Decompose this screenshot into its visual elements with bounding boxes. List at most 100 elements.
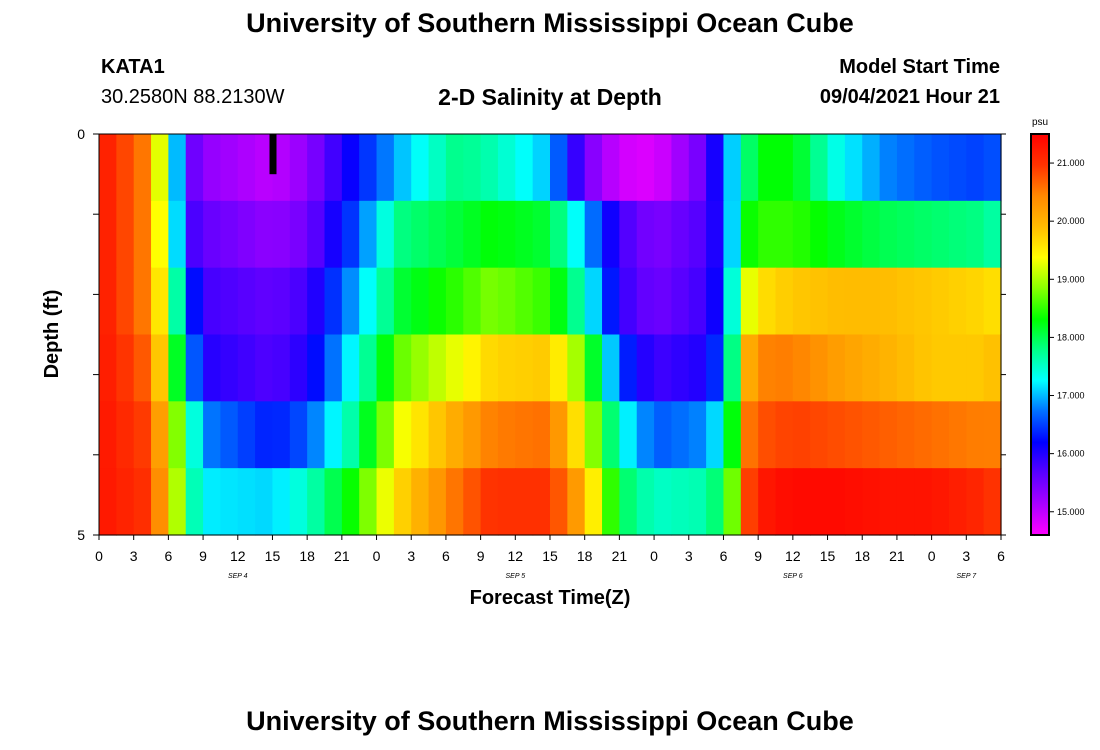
heatmap-cell	[393, 200, 412, 269]
heatmap-cell	[706, 468, 725, 536]
heatmap-cell	[654, 468, 673, 536]
heatmap-cell	[411, 200, 430, 269]
heatmap-cell	[411, 134, 430, 202]
heatmap-cell	[931, 401, 950, 469]
current-time-marker	[269, 134, 277, 175]
colorbar-tick-label: 16.000	[1057, 449, 1085, 459]
heatmap-cell	[775, 468, 794, 536]
heatmap-cell	[706, 401, 725, 469]
heatmap-cell	[99, 468, 117, 536]
heatmap-cell	[636, 401, 655, 469]
day-label: SEP 4	[228, 573, 248, 580]
heatmap-cell	[99, 267, 117, 336]
heatmap-cell	[862, 134, 881, 202]
x-tick-label: 18	[577, 548, 593, 564]
heatmap-cell	[567, 401, 586, 469]
heatmap-cell	[983, 134, 1002, 202]
heatmap-cell	[411, 401, 430, 469]
heatmap-cell	[723, 334, 742, 402]
heatmap-cell	[602, 468, 620, 536]
heatmap-cell	[792, 468, 811, 536]
heatmap-cell	[428, 134, 447, 202]
heatmap-cell	[844, 134, 863, 202]
heatmap-cell	[706, 134, 725, 202]
model-start-label: Model Start Time	[839, 56, 1000, 78]
colorbar-gradient	[1030, 133, 1050, 536]
heatmap-cell	[359, 401, 378, 469]
heatmap-cell	[341, 334, 360, 402]
heatmap-cell	[914, 200, 933, 269]
heatmap-cell	[359, 334, 378, 402]
heatmap-cells	[99, 134, 1002, 536]
heatmap-cell	[220, 134, 239, 202]
heatmap-cell	[688, 334, 707, 402]
heatmap-cell	[445, 401, 464, 469]
heatmap-cell	[758, 200, 777, 269]
heatmap-cell	[463, 334, 482, 402]
heatmap-cell	[948, 334, 967, 402]
heatmap-cell	[463, 200, 482, 269]
heatmap-cell	[567, 134, 586, 202]
heatmap-cell	[810, 401, 829, 469]
heatmap-cell	[237, 134, 256, 202]
heatmap-cell	[879, 267, 898, 336]
heatmap-cell	[983, 334, 1002, 402]
heatmap-cell	[706, 267, 725, 336]
heatmap-cell	[550, 468, 568, 536]
heatmap-cell	[133, 468, 152, 536]
heatmap-cell	[844, 200, 863, 269]
heatmap-cell	[393, 334, 412, 402]
heatmap-cell	[203, 334, 222, 402]
heatmap-cell	[133, 401, 152, 469]
model-start-value: 09/04/2021 Hour 21	[819, 86, 1000, 108]
station-coordinates: 30.2580N 88.2130W	[101, 86, 285, 108]
heatmap-cell	[532, 468, 551, 536]
heatmap-cell	[151, 267, 169, 336]
heatmap-cell	[602, 134, 620, 202]
heatmap-cell	[792, 200, 811, 269]
heatmap-cell	[723, 468, 742, 536]
heatmap-cell	[688, 200, 707, 269]
heatmap-cell	[602, 334, 620, 402]
heatmap-cell	[775, 200, 794, 269]
heatmap-cell	[497, 334, 516, 402]
heatmap-cell	[584, 267, 603, 336]
heatmap-cell	[203, 468, 222, 536]
heatmap-cell	[116, 334, 135, 402]
heatmap-cell	[480, 134, 499, 202]
heatmap-cell	[914, 401, 933, 469]
heatmap-cell	[99, 134, 117, 202]
heatmap-cell	[237, 334, 256, 402]
heatmap-cell	[792, 334, 811, 402]
heatmap-cell	[341, 200, 360, 269]
heatmap-cell	[255, 134, 274, 202]
heatmap-cell	[896, 267, 915, 336]
heatmap-cell	[99, 200, 117, 269]
heatmap-cell	[515, 334, 534, 402]
heatmap-cell	[151, 468, 169, 536]
x-tick-label: 21	[612, 548, 628, 564]
heatmap-cell	[428, 468, 447, 536]
heatmap-cell	[879, 200, 898, 269]
heatmap-cell	[185, 134, 204, 202]
heatmap-cell	[255, 401, 274, 469]
heatmap-cell	[463, 401, 482, 469]
heatmap-cell	[324, 401, 343, 469]
heatmap-cell	[914, 267, 933, 336]
heatmap-cell	[133, 267, 152, 336]
heatmap-cell	[411, 334, 430, 402]
heatmap-cell	[602, 267, 620, 336]
heatmap-cell	[324, 134, 343, 202]
heatmap-cell	[307, 334, 326, 402]
heatmap-cell	[324, 468, 343, 536]
day-label: SEP 6	[783, 573, 803, 580]
heatmap-cell	[515, 200, 534, 269]
heatmap-cell	[255, 200, 274, 269]
heatmap-cell	[255, 468, 274, 536]
x-tick-label: 21	[889, 548, 905, 564]
heatmap-cell	[341, 401, 360, 469]
y-tick-label: 0	[77, 126, 85, 142]
x-axis-label: Forecast Time(Z)	[470, 587, 631, 609]
heatmap-cell	[463, 134, 482, 202]
heatmap-cell	[550, 134, 568, 202]
